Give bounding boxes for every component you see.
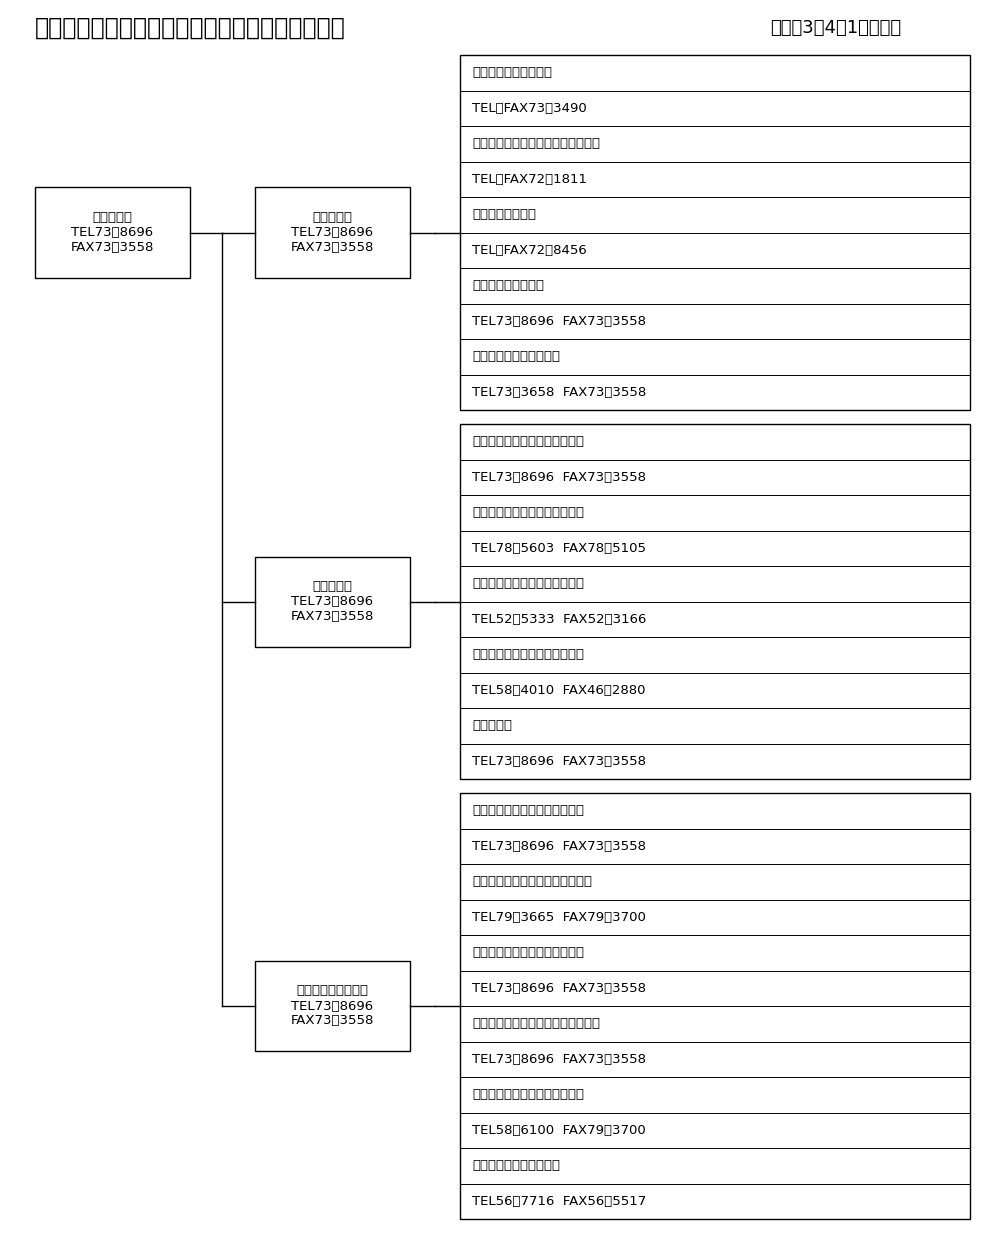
Text: 皆瀬地区福祉サポートセンター: 皆瀬地区福祉サポートセンター <box>472 648 584 661</box>
Text: 稲川地区福祉サポートセンター: 稲川地区福祉サポートセンター <box>472 506 584 520</box>
Bar <box>255 557 410 647</box>
Text: TEL73－8696  FAX73－3558: TEL73－8696 FAX73－3558 <box>472 471 646 483</box>
Text: 介護・障がい支援課
TEL73－8696
FAX73－3558: 介護・障がい支援課 TEL73－8696 FAX73－3558 <box>291 984 374 1028</box>
Bar <box>460 793 970 1219</box>
Text: TEL78－5603  FAX78－5105: TEL78－5603 FAX78－5105 <box>472 542 646 555</box>
Text: 通所支援事業所なないろ: 通所支援事業所なないろ <box>472 1159 560 1173</box>
Text: 湯沢ゆうあい訪問介護センター: 湯沢ゆうあい訪問介護センター <box>472 947 584 959</box>
Bar <box>460 423 970 779</box>
Text: TEL73－8696  FAX73－3558: TEL73－8696 FAX73－3558 <box>472 315 646 327</box>
Text: TEL・FAX72－1811: TEL・FAX72－1811 <box>472 172 587 186</box>
Text: 総務管理課
TEL73－8696
FAX73－3558: 総務管理課 TEL73－8696 FAX73－3558 <box>291 211 374 254</box>
Text: TEL73－8696  FAX73－3558: TEL73－8696 FAX73－3558 <box>472 754 646 768</box>
Text: 地域福祉課
TEL73－8696
FAX73－3558: 地域福祉課 TEL73－8696 FAX73－3558 <box>291 580 374 623</box>
Text: TEL73－8696  FAX73－3558: TEL73－8696 FAX73－3558 <box>472 982 646 994</box>
Text: 湯沢市福祉センター: 湯沢市福祉センター <box>472 280 544 292</box>
Text: TEL・FAX73－3490: TEL・FAX73－3490 <box>472 101 587 115</box>
Text: 社会福祉法人湯沢市社会福祉協議会事務局組織図: 社会福祉法人湯沢市社会福祉協議会事務局組織図 <box>35 16 346 40</box>
Text: TEL73－8696  FAX73－3558: TEL73－8696 FAX73－3558 <box>472 1053 646 1065</box>
Bar <box>255 187 410 277</box>
Text: 本部事務局
TEL73－8696
FAX73－3558: 本部事務局 TEL73－8696 FAX73－3558 <box>71 211 154 254</box>
Text: TEL58－6100  FAX79－3700: TEL58－6100 FAX79－3700 <box>472 1124 646 1137</box>
Bar <box>35 187 190 277</box>
Text: TEL52－5333  FAX52－3166: TEL52－5333 FAX52－3166 <box>472 613 646 626</box>
Text: 湯沢市老人福祉センター: 湯沢市老人福祉センター <box>472 350 560 363</box>
Text: デイサービスセンターコスモス: デイサービスセンターコスモス <box>472 1088 584 1102</box>
Text: 総合相談室: 総合相談室 <box>472 719 512 732</box>
Text: TEL73－3658  FAX73－3558: TEL73－3658 FAX73－3558 <box>472 386 646 398</box>
Text: 湯沢ゆうあい介護支援センター: 湯沢ゆうあい介護支援センター <box>472 804 584 817</box>
Text: 湯沢市祝田放課後児童健全育成施設: 湯沢市祝田放課後児童健全育成施設 <box>472 137 600 150</box>
Text: 湯沢南児童クラブ: 湯沢南児童クラブ <box>472 209 536 221</box>
Bar <box>255 960 410 1050</box>
Text: TEL58－4010  FAX46－2880: TEL58－4010 FAX46－2880 <box>472 683 646 697</box>
Text: 雄勝地区福祉サポートセンター: 雄勝地区福祉サポートセンター <box>472 577 584 591</box>
Text: 湯沢ゆうあい訪問入浴介護センター: 湯沢ゆうあい訪問入浴介護センター <box>472 1017 600 1030</box>
Text: TEL73－8696  FAX73－3558: TEL73－8696 FAX73－3558 <box>472 839 646 853</box>
Text: 湯沢そうあい居宅介護支援事業所: 湯沢そうあい居宅介護支援事業所 <box>472 876 592 888</box>
Text: 湯沢市岩崎児童クラブ: 湯沢市岩崎児童クラブ <box>472 66 552 79</box>
Text: （令和3年4月1日現在）: （令和3年4月1日現在） <box>770 19 901 37</box>
Text: TEL56－7716  FAX56－5517: TEL56－7716 FAX56－5517 <box>472 1195 646 1208</box>
Text: TEL79－3665  FAX79－3700: TEL79－3665 FAX79－3700 <box>472 911 646 924</box>
Text: TEL・FAX72－8456: TEL・FAX72－8456 <box>472 244 587 257</box>
Bar <box>460 55 970 410</box>
Text: 湯沢地区福祉サポートセンター: 湯沢地区福祉サポートセンター <box>472 435 584 448</box>
